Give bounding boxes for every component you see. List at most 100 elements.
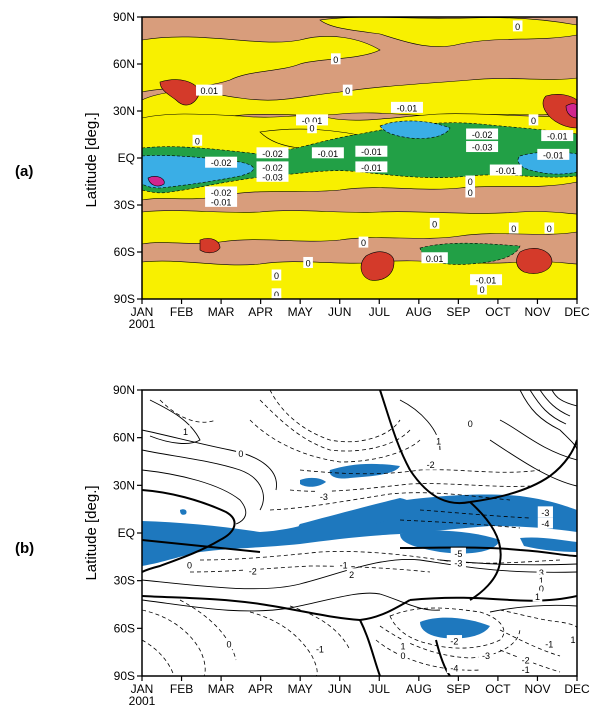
contour-label: -1: [522, 665, 530, 675]
contour-label-bg: [271, 296, 282, 299]
panel-label-a: (a): [15, 163, 33, 180]
contour-label: 0: [274, 271, 279, 281]
contour-label-bg: [421, 252, 448, 264]
x-tick-label: JUN: [328, 305, 351, 319]
contour-label: 0: [468, 188, 473, 198]
contour-label: -4: [450, 664, 458, 674]
x-tick-label: FEB: [170, 682, 193, 696]
shaded-region-b: [520, 537, 577, 552]
contour-label-bg: [355, 161, 388, 173]
contour-label-bg: [512, 20, 523, 32]
contour-label-bg: [568, 633, 577, 645]
contour-label-bg: [236, 447, 246, 459]
contour-label: 0: [480, 285, 485, 295]
contour-label-bg: [537, 148, 570, 160]
contour-label: 0: [333, 55, 338, 65]
x-year-label: 2001: [129, 694, 156, 708]
contour-label-bg: [303, 256, 313, 268]
contour-label: -2: [450, 637, 458, 647]
contour-label-bg: [271, 288, 282, 299]
contour-label: -0.01: [547, 132, 568, 142]
contour-label-bg: [517, 663, 534, 675]
near-zero-region-a: [319, 17, 577, 47]
contour-label: -0.02: [262, 149, 283, 159]
contour-label-bg: [192, 134, 203, 146]
y-axis-label-a: Latitude [deg.]: [83, 112, 100, 207]
contour-label-bg: [466, 141, 499, 153]
contour-label: -2: [237, 691, 245, 701]
contour-label: 0: [539, 584, 544, 594]
x-tick-label: MAR: [208, 682, 235, 696]
contour-label: 0: [310, 124, 315, 134]
x-tick-label: AUG: [406, 305, 432, 319]
dashed-contours-b: [142, 390, 577, 676]
shaded-region-b: [142, 494, 577, 566]
contour-label: 0: [468, 419, 473, 429]
contour-label-bg: [528, 114, 539, 126]
contour-label: 0: [306, 258, 311, 268]
contour-label: -0.01: [361, 147, 382, 157]
contour-label: 0: [432, 219, 437, 229]
y-axis-b: 90N 60N 30N EQ 30S 60S 90S: [113, 383, 142, 683]
contour-label-bg: [245, 565, 261, 577]
contour-label: -4: [541, 519, 549, 529]
near-zero-region-a: [142, 36, 381, 93]
contour-label-bg: [466, 128, 499, 140]
contour-label: 0.01: [426, 254, 444, 264]
negative-band-a: [142, 122, 577, 194]
contour-label: -1: [340, 560, 348, 570]
contour-label-bg: [180, 425, 191, 437]
contour-label: 0: [361, 238, 366, 248]
contour-label-bg: [224, 638, 234, 650]
contour-label-bg: [296, 114, 329, 126]
y-tick-label: 60S: [114, 621, 135, 635]
y-tick-label: 90S: [114, 669, 135, 683]
x-tick-label: JUL: [369, 682, 391, 696]
contour-label: -2: [522, 656, 530, 666]
contour-label: 0: [317, 310, 322, 320]
x-tick-label: JAN: [131, 305, 154, 319]
x-tick-label: SEP: [446, 682, 470, 696]
contour-label: 0.01: [200, 86, 218, 96]
contour-label: -0.01: [361, 163, 382, 173]
contour-label: -3: [482, 651, 490, 661]
contour-label-bg: [465, 175, 476, 187]
contour-label-bg: [532, 590, 543, 602]
y-tick-label: 30N: [113, 478, 135, 492]
contour-label: -0.02: [262, 163, 283, 173]
contour-label-bg: [536, 582, 547, 594]
contour-label-bg: [470, 274, 503, 286]
shaded-region-b: [300, 477, 326, 487]
x-tick-label: NOV: [524, 682, 550, 696]
y-tick-label: 30S: [114, 198, 135, 212]
shaded-region-b: [298, 498, 414, 536]
contour-label-bg: [184, 558, 195, 570]
contour-label-bg: [315, 309, 325, 320]
contour-label-bg: [508, 222, 519, 234]
x-tick-label: AUG: [406, 682, 432, 696]
contour-label: -1: [545, 640, 553, 650]
contour-label-bg: [580, 277, 591, 288]
contour-label-bg: [390, 101, 423, 113]
contour-label: 0: [274, 290, 279, 300]
y-tick-label: 30N: [113, 104, 135, 118]
y-tick-label: 60S: [114, 245, 135, 259]
contour-label-bg: [256, 170, 289, 182]
y-axis-label-b: Latitude [deg.]: [83, 485, 100, 580]
contour-label: 0.01: [584, 271, 591, 281]
contour-label: 0: [345, 86, 350, 96]
contour-label: 0: [515, 22, 520, 32]
contour-label-bg: [398, 639, 408, 651]
contour-label-bg: [358, 236, 369, 248]
y-tick-label: 90S: [114, 292, 135, 306]
contour-label: 0.01: [584, 279, 591, 289]
contour-label-bg: [544, 222, 555, 234]
contour-label: 1: [539, 576, 544, 586]
shaded-region-b: [400, 530, 500, 554]
contour-label-bg: [346, 568, 357, 580]
contour-label-bg: [205, 195, 238, 207]
contour-label: -0.02: [472, 130, 493, 140]
contour-label-bg: [446, 635, 463, 647]
